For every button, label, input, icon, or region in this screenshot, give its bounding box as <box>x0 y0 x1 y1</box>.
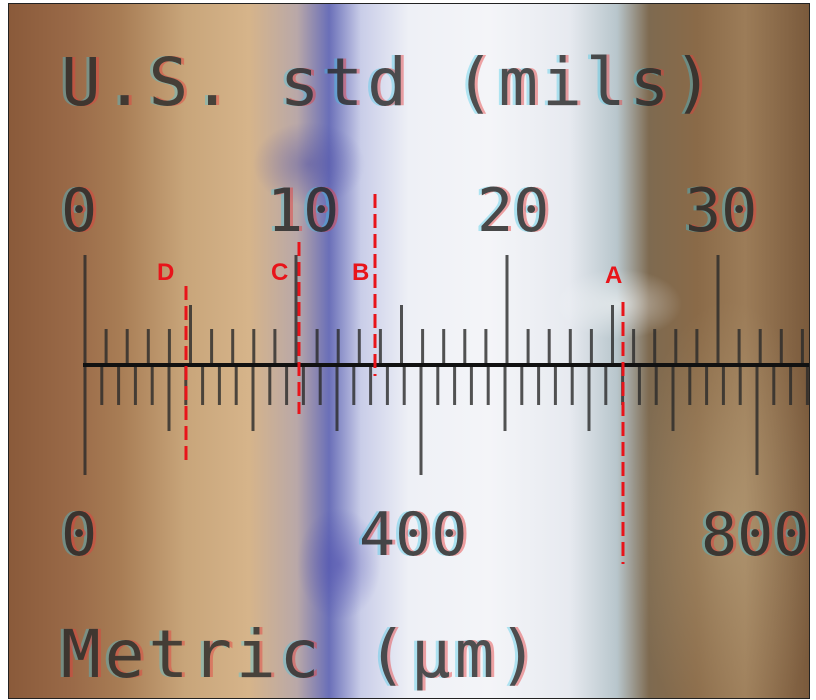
metric-label-800: 800 <box>701 500 810 570</box>
micrometer-image: U.S. std (mils) 0 10 20 30 D C B A 0 400… <box>8 3 810 699</box>
marker-lines <box>184 194 625 564</box>
metric-label-0: 0 <box>61 500 98 570</box>
us-label-30: 30 <box>685 176 758 246</box>
metric-scale-title: Metric (μm) <box>61 616 543 693</box>
us-label-0: 0 <box>61 176 98 246</box>
marker-a-label: A <box>605 262 623 289</box>
marker-d-label: D <box>157 259 175 286</box>
us-label-20: 20 <box>477 176 550 246</box>
marker-b-label: B <box>352 259 370 286</box>
us-scale-title: U.S. std (mils) <box>61 44 718 121</box>
metric-label-400: 400 <box>359 500 468 570</box>
us-label-10: 10 <box>267 176 340 246</box>
marker-c-label: C <box>271 259 289 286</box>
micrometer-scale <box>83 194 809 564</box>
scale-ticks <box>83 255 809 475</box>
